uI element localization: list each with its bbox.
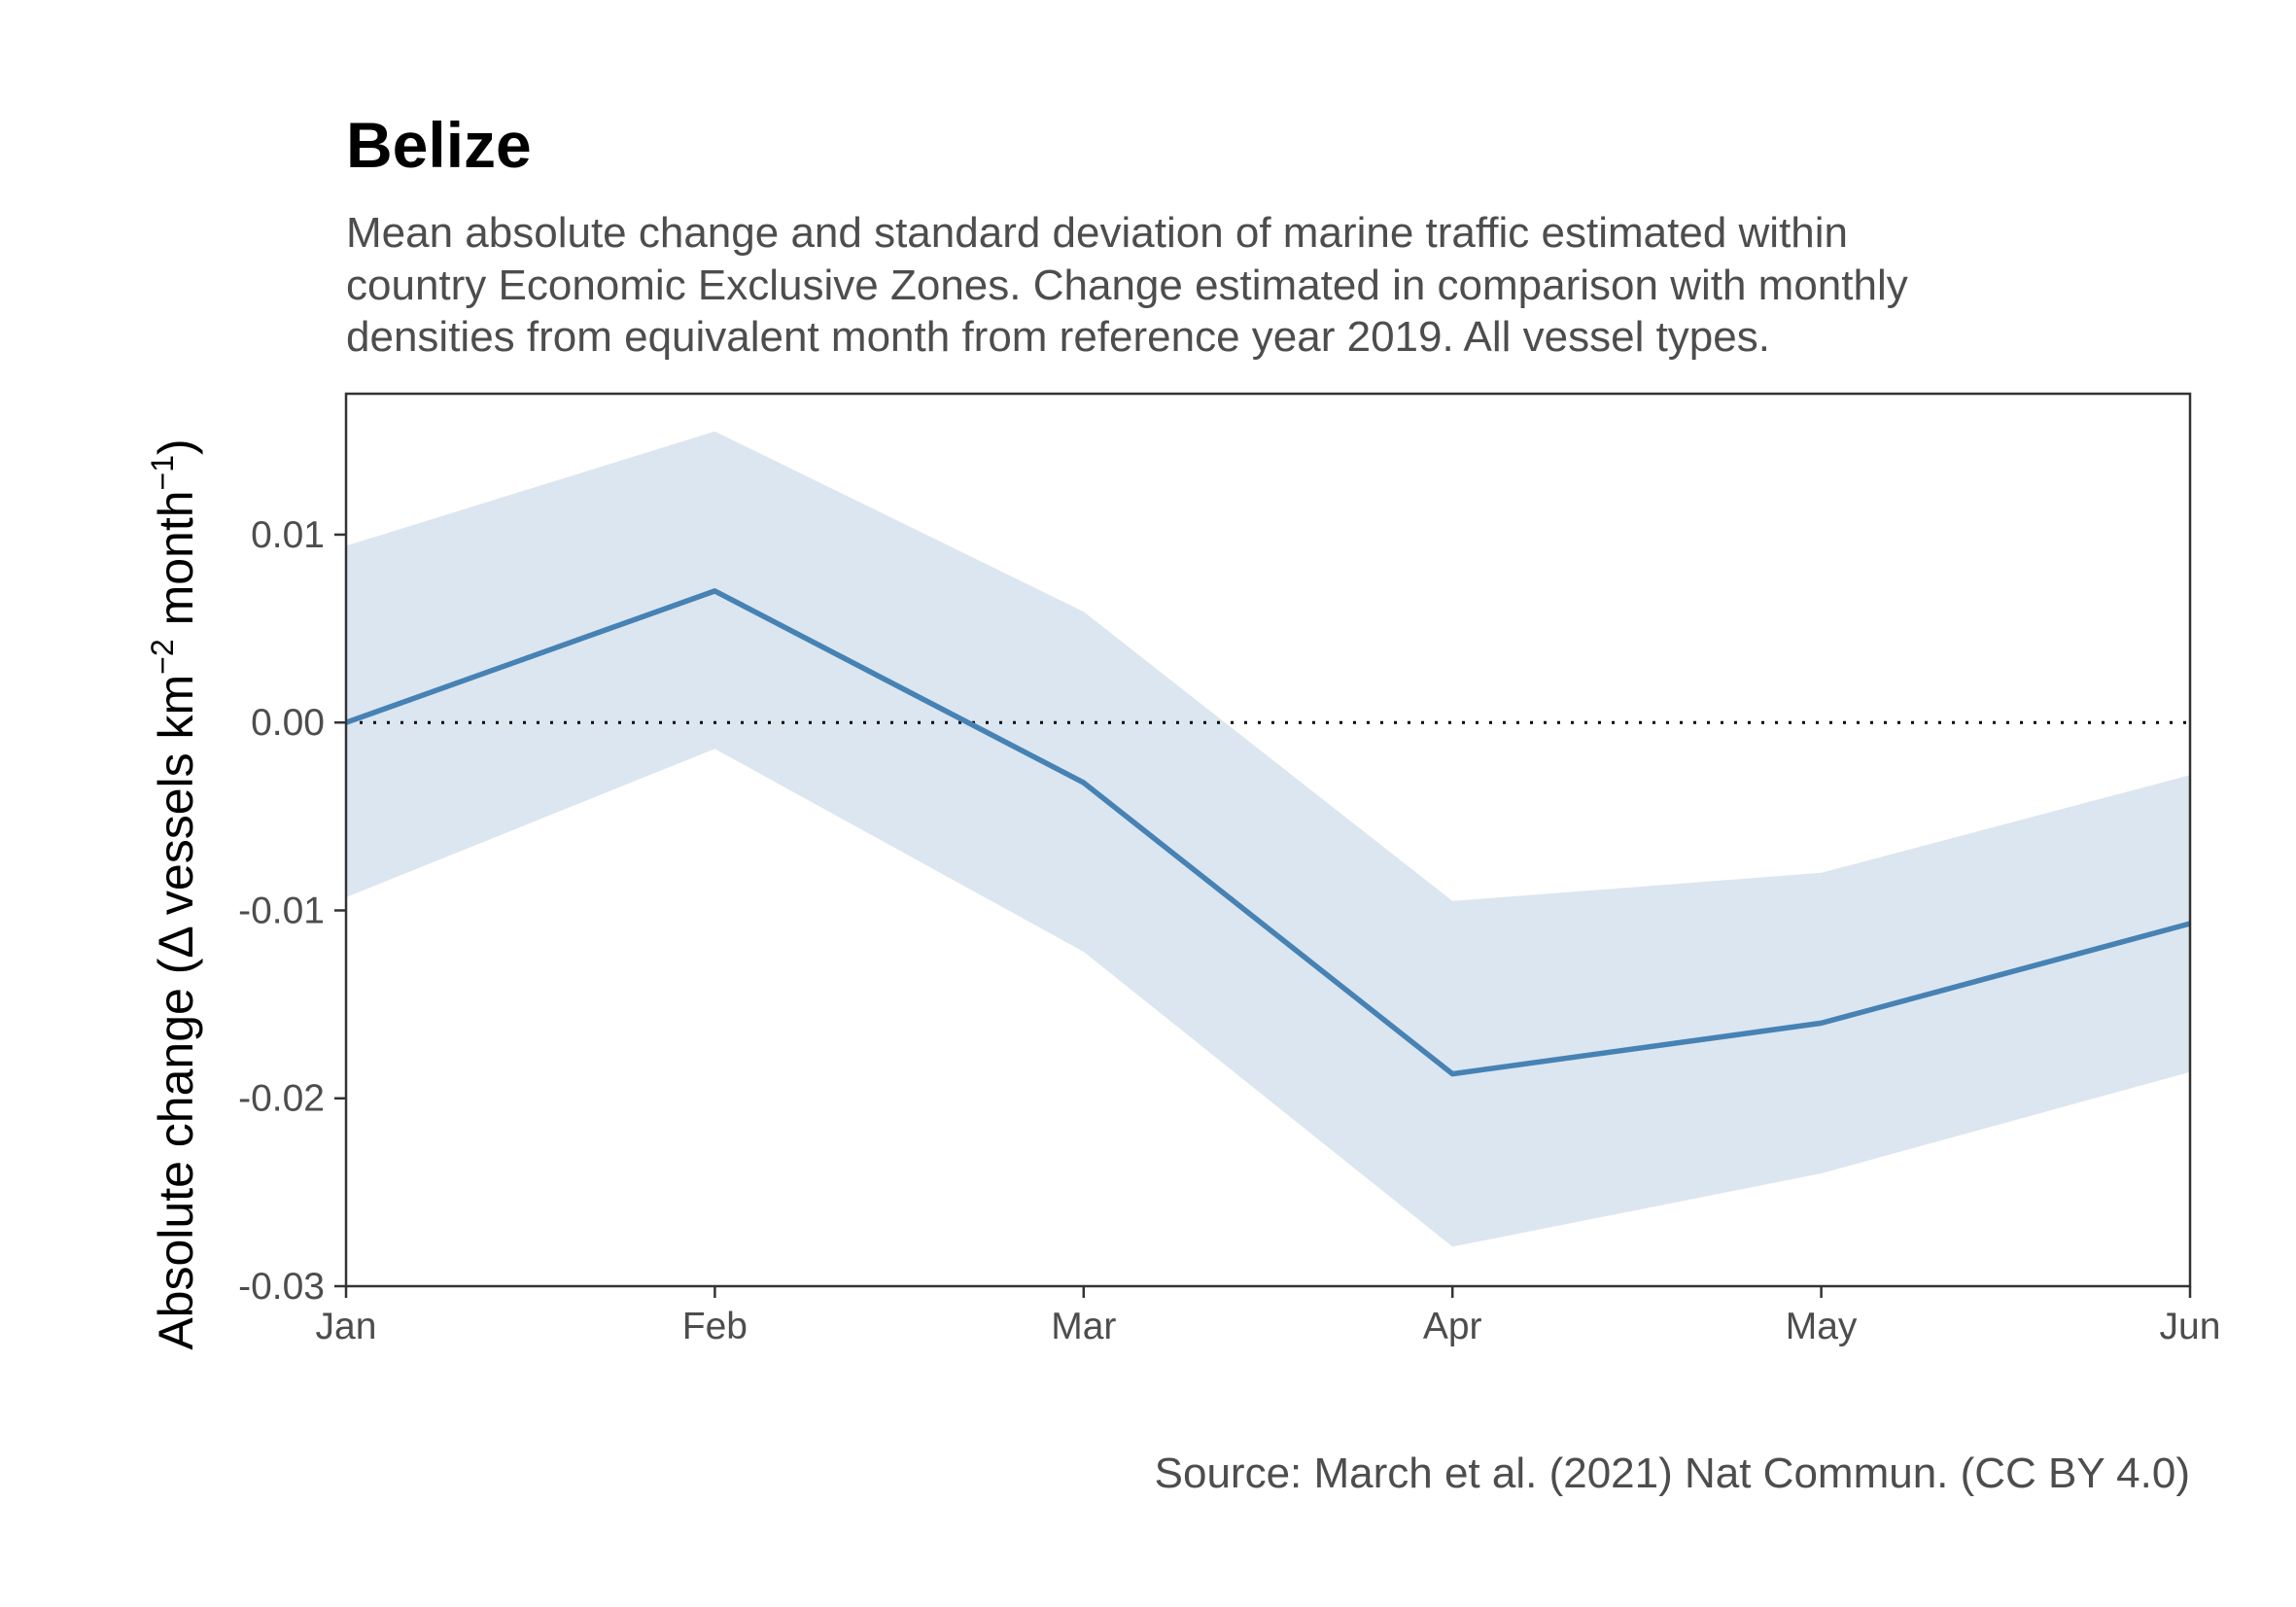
y-axis-title-unit: vessels km (149, 675, 203, 928)
x-tick-label: Jun (2160, 1306, 2221, 1347)
y-tick-label: -0.03 (238, 1266, 325, 1308)
y-tick-label: 0.01 (251, 514, 325, 556)
chart-subtitle-line-3: densities from equivalent month from ref… (346, 313, 1770, 361)
chart-subtitle-line-1: Mean absolute change and standard deviat… (346, 209, 1848, 257)
x-tick-label: Jan (316, 1306, 377, 1347)
chart-caption: Source: March et al. (2021) Nat Commun. … (1155, 1450, 2190, 1497)
y-axis-title-exponent-1: −2 (145, 639, 180, 674)
y-axis-title-suffix: ) (149, 438, 203, 455)
plot-panel-border (344, 392, 2192, 1288)
chart-subtitle-line-2: country Economic Exclusive Zones. Change… (346, 262, 1908, 309)
y-axis-title: Absolute change (Δ vessels km−2 month−1) (145, 438, 203, 1349)
x-tick-label: Feb (682, 1306, 748, 1347)
mean-change-line (345, 588, 2191, 1077)
y-tick-label: -0.02 (238, 1078, 325, 1120)
y-axis-title-prefix: Absolute change ( (149, 958, 203, 1349)
y-tick-label: -0.01 (238, 890, 325, 931)
std-dev-band (346, 431, 2190, 1247)
x-tick-label: May (1786, 1306, 1858, 1347)
y-axis-title-exponent-2: −1 (145, 455, 180, 490)
y-tick-label: 0.00 (251, 702, 325, 744)
x-tick-label: Apr (1423, 1306, 1482, 1347)
y-axis-title-delta: Δ (149, 927, 203, 959)
chart-title: Belize (346, 109, 532, 181)
y-axis-title-month: month (149, 490, 203, 639)
x-tick-label: Mar (1051, 1306, 1116, 1347)
